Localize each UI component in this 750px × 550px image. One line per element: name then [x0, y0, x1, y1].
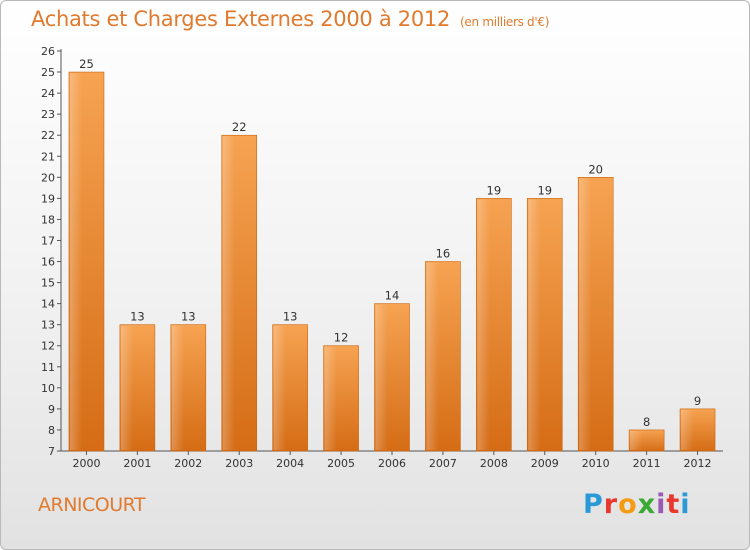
bar-highlight [273, 325, 286, 450]
x-tick-label: 2003 [225, 457, 253, 470]
y-tick-label: 25 [41, 66, 55, 79]
bar-value-label: 13 [283, 310, 298, 324]
bar-value-label: 9 [694, 394, 701, 408]
y-tick-label: 15 [41, 277, 55, 290]
bar-value-label: 8 [643, 415, 650, 429]
bar-highlight [426, 262, 439, 450]
bar-highlight [375, 304, 388, 450]
x-tick-label: 2012 [684, 457, 712, 470]
y-tick-label: 18 [41, 213, 55, 226]
x-tick-label: 2010 [582, 457, 610, 470]
logo-letter: o [618, 489, 638, 520]
y-tick-label: 12 [41, 340, 55, 353]
logo-letter: P [583, 489, 604, 520]
y-tick-label: 16 [41, 256, 55, 269]
x-tick-label: 2001 [123, 457, 151, 470]
x-tick-label: 2011 [633, 457, 661, 470]
y-tick-label: 9 [48, 403, 55, 416]
bar-highlight [69, 73, 83, 450]
bar-value-label: 19 [537, 183, 552, 197]
y-tick-label: 23 [41, 108, 55, 121]
y-tick-label: 26 [41, 45, 55, 58]
bar-value-label: 20 [588, 162, 603, 176]
x-tick-label: 2008 [480, 457, 508, 470]
y-tick-label: 7 [48, 445, 55, 458]
commune-name: ARNICOURT [38, 494, 146, 516]
y-tick-label: 19 [41, 192, 55, 205]
bar-value-label: 16 [436, 247, 451, 261]
y-tick-label: 13 [41, 319, 55, 332]
y-tick-label: 20 [41, 171, 55, 184]
logo-letter: i [680, 489, 691, 520]
bar-highlight [324, 346, 337, 450]
y-tick-label: 22 [41, 129, 55, 142]
y-tick-label: 8 [48, 424, 55, 437]
proxiti-logo[interactable]: Proxiti [583, 489, 691, 520]
y-tick-label: 24 [41, 87, 55, 100]
y-tick-label: 14 [41, 298, 55, 311]
bar-value-label: 19 [487, 183, 502, 197]
x-tick-label: 2004 [276, 457, 304, 470]
bar-highlight [222, 136, 235, 451]
chart-title: Achats et Charges Externes 2000 à 2012 (e… [31, 7, 550, 31]
bar-highlight [579, 178, 592, 450]
bar-value-label: 14 [385, 289, 400, 303]
logo-letter: i [656, 489, 667, 520]
chart-bars [68, 71, 716, 452]
x-tick-label: 2009 [531, 457, 559, 470]
bar-highlight [528, 199, 541, 450]
logo-letter: r [603, 489, 619, 520]
y-tick-label: 17 [41, 234, 55, 247]
chart-subtitle: (en milliers d'€) [460, 15, 550, 29]
bar-value-label: 25 [79, 57, 94, 71]
bar-highlight [171, 325, 185, 450]
chart-axes: 7 8 9 10 11 12 13 14 15 16 17 18 19 20 21 22 23 24 25 26 [41, 45, 723, 458]
bar-value-label: 13 [181, 310, 196, 324]
bar-highlight [120, 325, 134, 450]
bar-value-label: 12 [334, 331, 349, 345]
logo-letter: t [666, 489, 681, 520]
logo-letter: x [637, 489, 657, 520]
x-tick-label: 2006 [378, 457, 406, 470]
bar-value-label: 22 [232, 120, 247, 134]
y-tick-label: 21 [41, 150, 55, 163]
chart-labels: 25 2000 13 2001 13 2002 22 2003 13 2004 12 2005 14 20… [72, 57, 711, 470]
bar-highlight [681, 409, 694, 450]
y-tick-label: 10 [41, 382, 55, 395]
bar-highlight [630, 430, 643, 450]
x-tick-label: 2002 [174, 457, 202, 470]
y-tick-label: 11 [41, 361, 55, 374]
bar-highlight [477, 199, 490, 450]
bar-value-label: 13 [130, 310, 145, 324]
x-tick-label: 2000 [72, 457, 100, 470]
x-tick-label: 2005 [327, 457, 355, 470]
x-tick-label: 2007 [429, 457, 457, 470]
